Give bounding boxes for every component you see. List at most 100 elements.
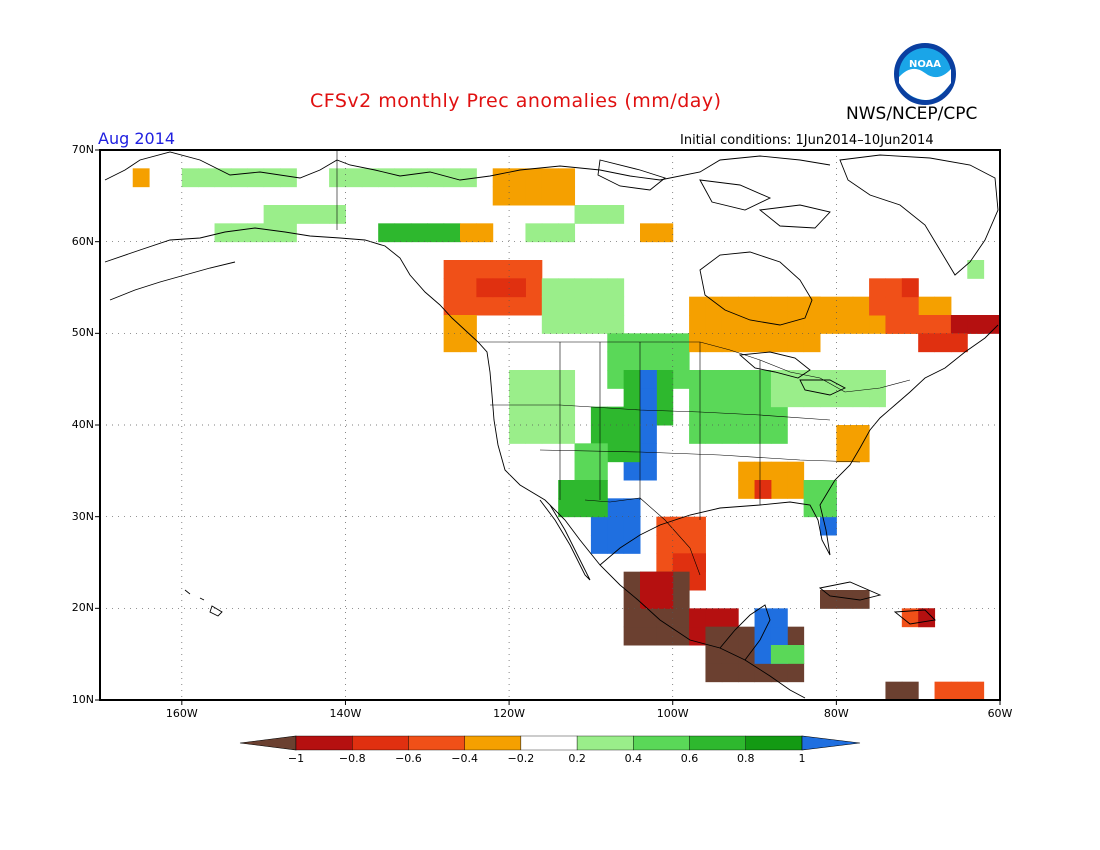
colorbar-bin <box>464 735 522 751</box>
anomaly-cell <box>132 168 150 188</box>
anomaly-cell <box>852 443 870 463</box>
anomaly-cell <box>509 388 526 408</box>
anomaly-cell <box>656 590 674 609</box>
anomaly-cell <box>525 388 543 408</box>
anomaly-cell <box>754 406 772 426</box>
anomaly-cell <box>689 516 706 536</box>
anomaly-cell <box>705 663 723 683</box>
anomaly-cell <box>460 260 477 279</box>
agency-label: NWS/NCEP/CPC <box>846 104 978 124</box>
anomaly-cell <box>901 278 919 298</box>
anomaly-cell <box>934 681 952 701</box>
anomaly-cell <box>967 681 985 701</box>
anomaly-cell <box>770 425 788 444</box>
anomaly-cell <box>623 608 641 628</box>
anomaly-cell <box>770 608 788 628</box>
anomaly-cell <box>590 315 608 334</box>
anomaly-cell <box>738 406 756 426</box>
anomaly-cell <box>574 315 592 334</box>
anomaly-cell <box>607 425 625 444</box>
colorbar-bin <box>633 735 690 751</box>
anomaly-cell <box>787 333 805 353</box>
anomaly-cell <box>541 168 559 188</box>
colorbar-bin <box>295 735 353 751</box>
anomaly-cell <box>574 480 592 499</box>
colorbar-bin <box>576 735 634 751</box>
anomaly-cell <box>640 443 657 463</box>
anomaly-cell <box>525 260 543 279</box>
anomaly-cell <box>623 498 641 518</box>
anomaly-cell <box>721 663 739 683</box>
anomaly-cell <box>590 461 608 481</box>
anomaly-cell <box>590 516 608 536</box>
anomaly-cell <box>738 425 756 444</box>
anomaly-cell <box>558 296 576 316</box>
anomaly-cell <box>672 608 690 628</box>
anomaly-cell <box>558 315 576 334</box>
anomaly-cell <box>590 535 608 554</box>
anomaly-cell <box>492 278 510 298</box>
anomaly-cell <box>623 590 641 609</box>
anomaly-cell <box>607 370 625 389</box>
anomaly-cell <box>885 315 903 334</box>
anomaly-cell <box>770 626 788 646</box>
anomaly-cell <box>656 333 674 353</box>
noaa-logo: NOAA <box>894 43 956 105</box>
anomaly-cell <box>672 590 690 609</box>
anomaly-cell <box>705 608 723 628</box>
colorbar-min-arrow <box>239 735 297 751</box>
anomaly-cell <box>541 223 559 243</box>
anomaly-cell <box>378 223 396 243</box>
anomaly-cell <box>787 480 805 499</box>
anomaly-cell <box>983 315 1001 334</box>
anomaly-cell <box>509 278 526 298</box>
anomaly-cell <box>689 425 706 444</box>
lat-label: 40N <box>71 418 94 431</box>
anomaly-cell <box>640 626 657 646</box>
anomaly-cell <box>558 406 576 426</box>
anomaly-cell <box>574 461 592 481</box>
anomaly-cell <box>443 223 461 243</box>
anomaly-cell <box>427 168 445 188</box>
valid-period: Aug 2014 <box>98 129 176 148</box>
anomaly-cell <box>672 370 690 389</box>
anomaly-cell <box>607 315 625 334</box>
anomaly-cell <box>525 186 543 206</box>
axis-ticks <box>95 149 1001 705</box>
lon-label: 80W <box>823 707 849 720</box>
lat-label: 60N <box>71 234 94 248</box>
anomaly-cell <box>836 315 854 334</box>
anomaly-cell <box>574 498 592 518</box>
anomaly-cell <box>590 425 608 444</box>
anomaly-cell <box>607 333 625 353</box>
anomaly-cell <box>967 315 985 334</box>
anomaly-cell <box>640 425 657 444</box>
anomaly-cell <box>672 516 690 536</box>
anomaly-cell <box>836 296 854 316</box>
anomaly-cell <box>590 205 608 224</box>
anomaly-cell <box>754 388 772 408</box>
anomaly-cell <box>623 516 641 536</box>
anomaly-cell <box>705 425 723 444</box>
anomaly-cell <box>607 498 625 518</box>
anomaly-cell <box>705 406 723 426</box>
anomaly-cell <box>770 296 788 316</box>
lat-label: 10N <box>71 693 94 706</box>
anomaly-cell <box>672 553 690 573</box>
anomaly-cell <box>950 681 968 701</box>
anomaly-cell <box>280 205 297 224</box>
anomaly-cell <box>787 461 805 481</box>
anomaly-cell <box>934 296 952 316</box>
anomaly-cell <box>787 663 805 683</box>
anomaly-cell <box>721 425 739 444</box>
anomaly-cell <box>640 351 657 371</box>
colorbar-label: −1 <box>287 752 305 765</box>
anomaly-cell <box>803 333 821 353</box>
anomaly-cell <box>181 168 199 188</box>
anomaly-cell <box>689 406 706 426</box>
anomaly-cell <box>541 370 559 389</box>
anomaly-cell <box>672 535 690 554</box>
anomaly-cell <box>558 278 576 298</box>
anomaly-cell <box>836 443 854 463</box>
anomaly-cell <box>640 461 657 481</box>
